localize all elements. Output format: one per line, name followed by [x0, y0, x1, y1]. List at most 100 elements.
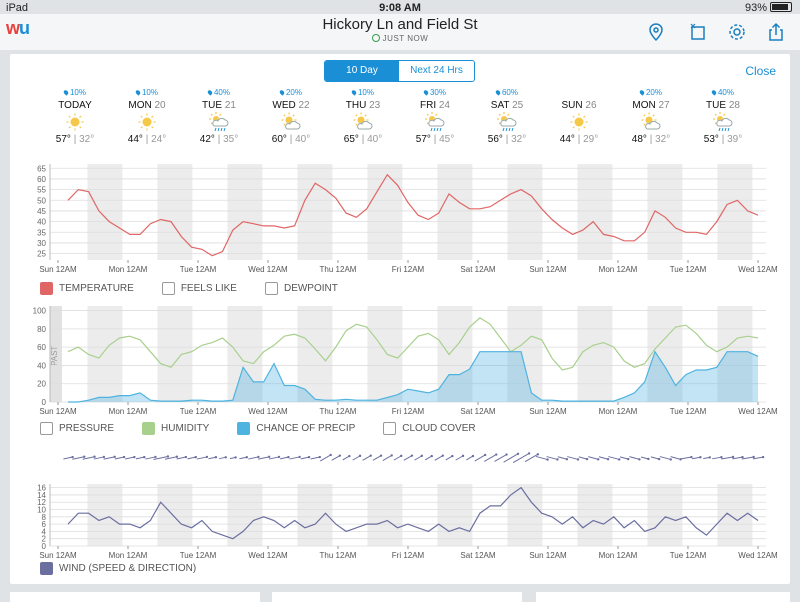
day-forecast-2[interactable]: 40% TUE 21 42° | 35°	[184, 88, 254, 145]
wind-arrow	[310, 456, 320, 460]
wind-arrow-head	[348, 454, 351, 458]
night-band	[227, 306, 263, 402]
chance-of-precip-line	[68, 350, 759, 403]
sun-ray	[219, 113, 222, 116]
cloud-shape	[212, 117, 229, 127]
app-header	[0, 14, 800, 50]
sun-ray	[498, 113, 501, 116]
sun-ray	[68, 126, 71, 129]
x-tick-label: Wed 12AM	[248, 551, 288, 560]
rain-icon	[497, 112, 517, 132]
wind-arrow	[455, 455, 464, 461]
legend-toggle-dewpoint[interactable]: DEWPOINT	[264, 282, 338, 295]
night-band	[297, 306, 333, 402]
wu-logo[interactable]: wu	[6, 18, 30, 38]
y-tick-label: 35	[37, 228, 46, 237]
share-icon[interactable]	[766, 22, 786, 42]
tab-10-day[interactable]: 10 Day	[325, 61, 399, 81]
y-tick-label: 25	[37, 250, 46, 259]
wind-arrow-head	[546, 458, 549, 461]
y-tick-label: 100	[33, 307, 47, 316]
day-name: THU 23	[345, 100, 381, 111]
day-forecast-4[interactable]: 10% THU 23 65° | 40°	[328, 88, 398, 145]
wind-arrow-head	[576, 458, 580, 461]
day-forecast-1[interactable]: 10% MON 20 44° | 24°	[112, 88, 182, 145]
day-forecast-0[interactable]: 10% TODAY 57° | 32°	[40, 88, 110, 145]
legend-toggle-temperature[interactable]: TEMPERATURE	[40, 282, 134, 295]
day-forecast-9[interactable]: 40% TUE 28 53° | 39°	[688, 88, 758, 145]
forecast-panel: 10 Day Next 24 Hrs Close 10% TODAY 57° | 3…	[10, 54, 790, 584]
rain-drop	[724, 127, 727, 132]
x-tick-label: Tue 12AM	[180, 551, 217, 560]
wind-arrow-head	[606, 458, 610, 461]
sun-ray	[714, 122, 717, 125]
legend-toggle-pressure[interactable]: PRESSURE	[40, 422, 114, 435]
night-band	[437, 306, 473, 402]
wind-arrow	[176, 456, 186, 460]
tab-next-24-hrs[interactable]: Next 24 Hrs	[410, 65, 463, 76]
wind-arrow	[342, 455, 350, 461]
legend-toggle-feels-like[interactable]: FEELS LIKE	[161, 282, 237, 295]
gear-icon[interactable]	[727, 22, 747, 42]
sun-ray	[583, 126, 586, 129]
day-temps: 44° | 24°	[127, 134, 167, 145]
wind-arrow	[93, 456, 105, 460]
wind-arrow	[732, 456, 743, 460]
y-tick-label: 50	[37, 196, 46, 205]
sun-ray	[151, 126, 154, 129]
day-temps: 53° | 39°	[703, 134, 743, 145]
wind-arrow-head	[318, 455, 321, 459]
wind-arrow-head	[627, 457, 630, 461]
daily-forecast-row: 10% TODAY 57° | 32° 10% MON 20 44° | 24° 40% TU…	[40, 88, 760, 148]
y-tick-label: 6	[42, 520, 47, 529]
checkbox-icon	[264, 282, 278, 295]
y-tick-label: 0	[42, 398, 47, 407]
precip-chance: 10%	[40, 88, 110, 98]
precip-area	[68, 351, 758, 402]
wind-arrow-head	[166, 455, 170, 458]
wind-arrow-head	[194, 455, 197, 459]
wind-arrow-head	[638, 458, 641, 461]
close-button[interactable]: Close	[745, 64, 776, 78]
y-tick-label: 40	[37, 361, 46, 370]
day-name: MON 20	[128, 100, 166, 111]
location-title: Hickory Ln and Field St	[322, 16, 478, 33]
range-toggle: 10 Day Next 24 Hrs	[324, 60, 475, 82]
sun-ray	[507, 113, 510, 116]
day-forecast-8[interactable]: 20% MON 27 48° | 32°	[616, 88, 686, 145]
night-band	[577, 164, 613, 260]
precip-chance: 60%	[472, 88, 542, 98]
x-tick-label: Tue 12AM	[670, 551, 707, 560]
sun-ray	[210, 122, 213, 125]
wind-arrow	[145, 456, 156, 460]
wind-arrow-head	[720, 455, 723, 459]
wind-arrow-head	[358, 454, 362, 458]
night-band	[87, 306, 123, 402]
location-pin-icon[interactable]	[646, 22, 666, 42]
card-layout-icon[interactable]	[688, 22, 708, 42]
legend-toggle-chance-of-precip[interactable]: CHANCE OF PRECIP	[237, 422, 355, 435]
location-subtitle: JUST NOW	[0, 34, 800, 43]
legend-toggle-cloud-cover[interactable]: CLOUD COVER	[383, 422, 476, 435]
wind-arrow-head	[708, 456, 712, 459]
wind-speed-direction--line	[67, 486, 759, 540]
legend-toggle-wind-speed-direction-[interactable]: WIND (SPEED & DIRECTION)	[40, 562, 196, 575]
raindrop-icon	[134, 89, 142, 96]
wind-arrow-head	[83, 455, 86, 458]
x-tick-label: Sun 12AM	[39, 407, 77, 416]
past-label: PAST	[50, 346, 59, 366]
day-forecast-6[interactable]: 60% SAT 25 56° | 32°	[472, 88, 542, 145]
y-tick-label: 30	[37, 239, 46, 248]
sunny-icon	[66, 113, 84, 131]
day-forecast-5[interactable]: 30% FRI 24 57° | 45°	[400, 88, 470, 145]
sun-disc	[645, 116, 653, 124]
wind-arrow	[382, 454, 392, 462]
y-tick-label: 4	[42, 527, 47, 536]
day-forecast-7[interactable]: SUN 26 44° | 29°	[544, 88, 614, 145]
wind-arrow	[72, 456, 85, 460]
day-name: TUE 21	[202, 100, 236, 111]
day-forecast-3[interactable]: 20% WED 22 60° | 40°	[256, 88, 326, 145]
legend-toggle-humidity[interactable]: HUMIDITY	[142, 422, 209, 435]
wind-arrow-head	[699, 456, 702, 459]
